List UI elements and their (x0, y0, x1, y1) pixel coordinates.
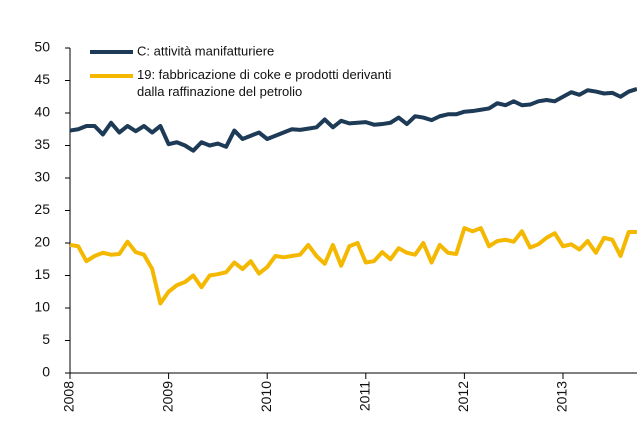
x-tick-label: 2013 (554, 381, 570, 412)
y-tick-label: 5 (42, 331, 50, 347)
x-tick-label: 2012 (455, 381, 471, 412)
y-tick-label: 50 (34, 39, 50, 55)
y-tick-label: 0 (42, 364, 50, 380)
x-tick-label: 2011 (357, 381, 373, 411)
y-tick-label: 40 (34, 104, 50, 120)
y-tick-label: 45 (34, 71, 50, 87)
series-line (69, 87, 637, 153)
x-tick-label: 2010 (258, 381, 274, 412)
series-line (69, 226, 637, 306)
x-tick-label: 2008 (61, 381, 77, 412)
x-tick-label: 2009 (159, 381, 175, 412)
y-tick-label: 15 (34, 266, 50, 282)
y-tick-label: 25 (34, 201, 50, 217)
y-tick-label: 10 (34, 299, 50, 315)
legend-label: C: attività manifatturiere (137, 43, 274, 58)
y-tick-label: 20 (34, 234, 50, 250)
y-tick-label: 30 (34, 169, 50, 185)
legend-label: 19: fabbricazione di coke e prodotti der… (137, 67, 391, 99)
y-tick-label: 35 (34, 136, 50, 152)
